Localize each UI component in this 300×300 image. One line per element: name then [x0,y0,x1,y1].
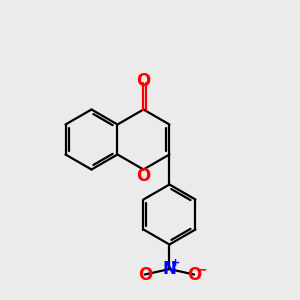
Text: +: + [171,258,180,268]
Text: O: O [136,72,151,90]
Text: O: O [187,266,201,284]
Text: N: N [163,260,176,278]
Text: −: − [195,262,207,276]
Text: O: O [138,266,152,284]
Text: O: O [136,167,151,185]
